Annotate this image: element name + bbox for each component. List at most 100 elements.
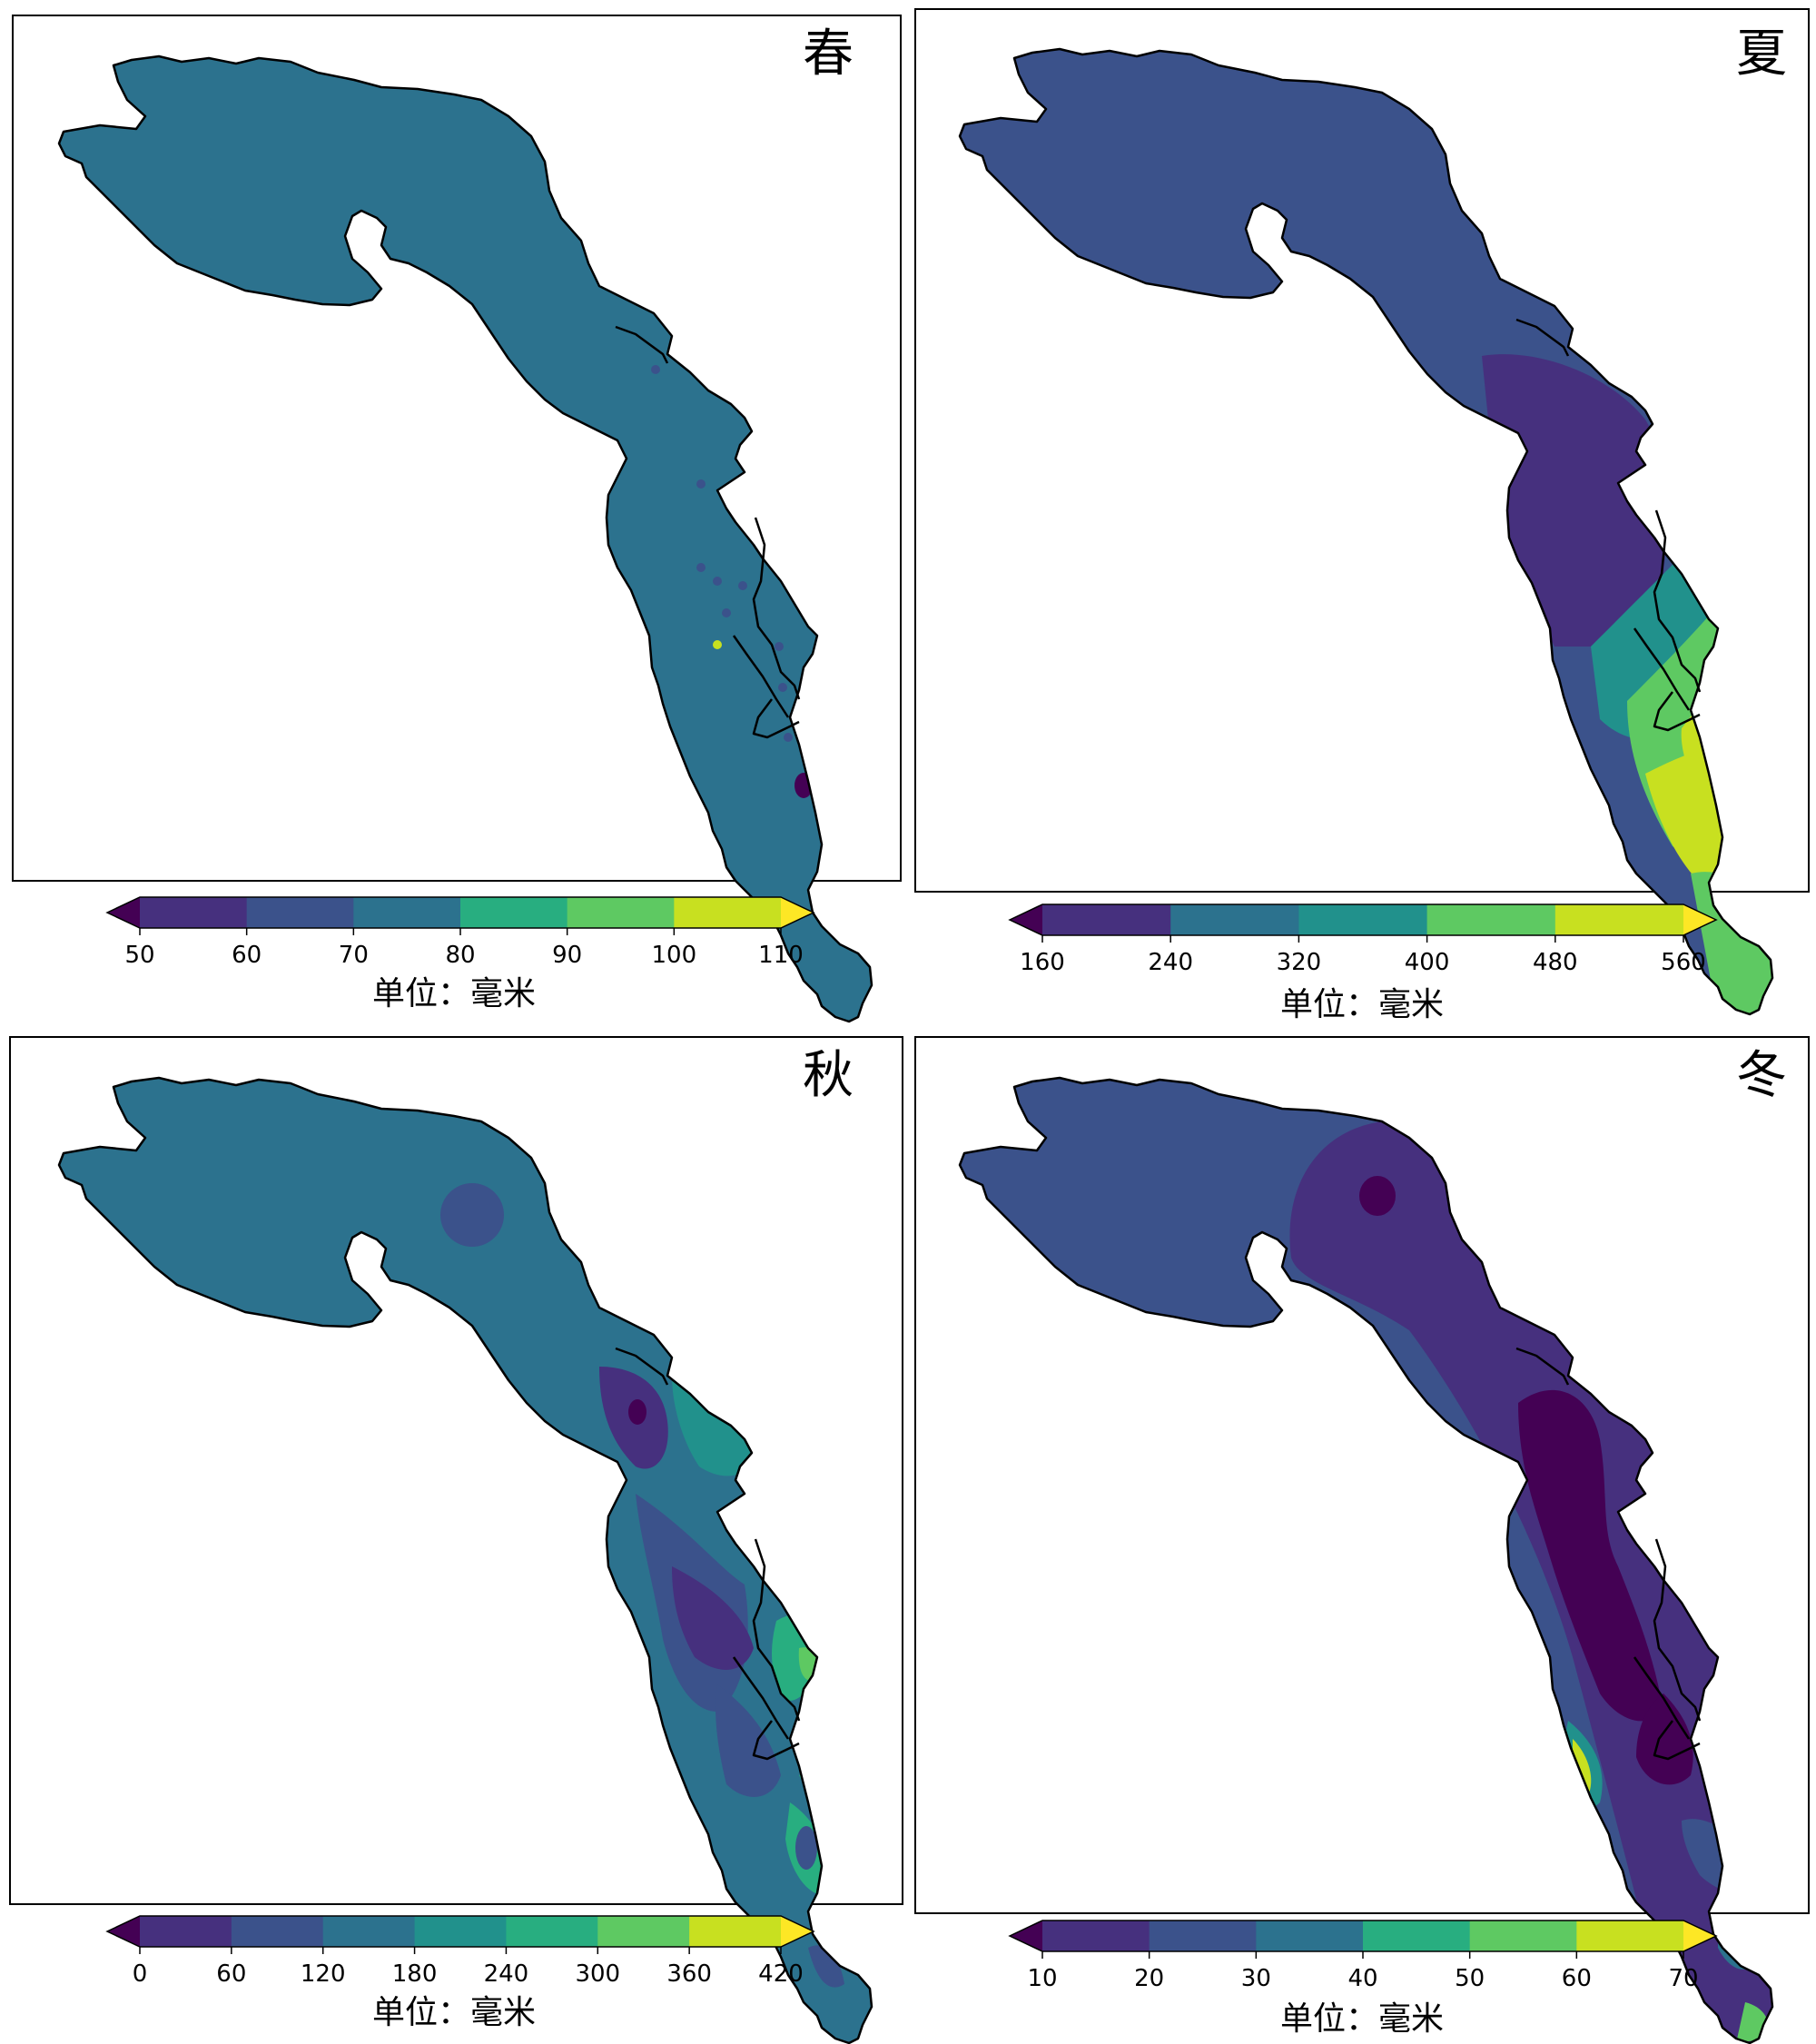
colorbar-spring: 50 60 70 80 90 100 110 [105, 896, 815, 969]
colorbar-segment [353, 897, 461, 928]
colorbar-tick-label: 160 [1020, 949, 1065, 976]
colorbar-under-cap [1010, 904, 1042, 935]
colorbar-segment [567, 897, 675, 928]
colorbar-over-cap [1683, 1921, 1716, 1951]
panel-spring: 春 50 60 70 80 90 100 110 单位：毫米 [0, 0, 908, 1023]
colorbar-segment [1256, 1921, 1364, 1951]
colorbar-tick-label: 70 [1668, 1965, 1698, 1992]
contour-band [808, 1945, 844, 1988]
map-winter: 冬 10 20 30 40 50 60 70 单位：毫米 [914, 1036, 1810, 2044]
colorbar-autumn: 0 60 120 180 240 300 360 420 [105, 1915, 815, 1988]
colorbar-summer: 160 240 320 400 480 560 [1008, 904, 1718, 976]
colorbar-segment [1149, 1921, 1257, 1951]
colorbar-segment [1042, 1921, 1150, 1951]
map-summer: 夏 160 240 320 400 480 560 单位：毫米 [914, 8, 1810, 1023]
contour-spot [784, 733, 793, 742]
sub-basin-borders-spring [615, 325, 801, 739]
colorbar-tick-label: 0 [133, 1960, 148, 1988]
colorbar-tick-label: 80 [445, 942, 475, 969]
colorbar-segment [140, 1916, 232, 1947]
panel-autumn: 秋 0 60 120 180 240 300 360 420 单位：毫米 [0, 1022, 908, 2044]
season-title-summer: 夏 [1736, 25, 1787, 84]
colorbar-tick-label: 320 [1277, 949, 1322, 976]
colorbar-tick-label: 400 [1405, 949, 1450, 976]
contour-spot [775, 642, 784, 651]
contour-band [1482, 354, 1667, 647]
contour-spot [440, 1183, 504, 1247]
contour-band [1359, 1176, 1396, 1216]
colorbar-tick-label: 50 [1455, 1965, 1485, 1992]
colorbar-over-cap [781, 1916, 814, 1947]
contour-band [1691, 872, 1772, 1014]
colorbar-tick-label: 110 [758, 942, 804, 969]
contour-band [795, 1826, 817, 1870]
colorbar-tick-label: 70 [339, 942, 369, 969]
sub-basin-borders-summer [1515, 318, 1702, 732]
colorbar-segment [1426, 904, 1556, 935]
unit-label-summer: 单位：毫米 [1280, 986, 1444, 1023]
colorbar-tick-label: 100 [652, 942, 697, 969]
unit-label-spring: 单位：毫米 [372, 975, 536, 1012]
colorbar-tick-label: 180 [392, 1960, 438, 1988]
contour-spot [722, 608, 731, 617]
colorbar-over-cap [1683, 904, 1716, 935]
colorbar-segment [246, 897, 354, 928]
colorbar-tick-label: 560 [1661, 949, 1706, 976]
season-title-winter: 冬 [1736, 1046, 1787, 1105]
colorbar-tick-label: 420 [758, 1960, 804, 1988]
colorbar-tick-label: 50 [124, 942, 154, 969]
contour-spot [738, 581, 747, 590]
colorbar-over-cap [781, 897, 814, 928]
panel-winter: 冬 10 20 30 40 50 60 70 单位：毫米 [908, 1022, 1816, 2044]
colorbar-tick-label: 60 [1562, 1965, 1592, 1992]
map-spring: 春 50 60 70 80 90 100 110 单位：毫米 [12, 15, 902, 1023]
colorbar-tick-label: 10 [1027, 1965, 1057, 1992]
colorbar-segment [674, 897, 782, 928]
contour-band [1289, 1121, 1772, 2043]
colorbar-tick-label: 90 [552, 942, 582, 969]
colorbar-tick-label: 40 [1347, 1965, 1377, 1992]
contour-band [672, 1376, 763, 1476]
colorbar-tick-label: 300 [575, 1960, 620, 1988]
colorbar-segment [1298, 904, 1428, 935]
colorbar-segment [1554, 904, 1684, 935]
season-title-autumn: 秋 [803, 1046, 854, 1105]
contour-band [1518, 1389, 1663, 1722]
colorbar-segment [597, 1916, 690, 1947]
colorbar-tick-label: 20 [1134, 1965, 1164, 1992]
colorbar-tick-label: 120 [301, 1960, 346, 1988]
colorbar-tick-label: 60 [216, 1960, 246, 1988]
colorbar-segment [140, 897, 248, 928]
colorbar-winter: 10 20 30 40 50 60 70 [1008, 1920, 1718, 1992]
contour-spot [713, 640, 722, 649]
sub-basin-borders-autumn [615, 1347, 801, 1761]
contour-band [716, 1684, 781, 1797]
colorbar-segment [1363, 1921, 1471, 1951]
colorbar-segment [460, 897, 568, 928]
contour-spot [651, 365, 660, 374]
colorbar-segment [1469, 1921, 1577, 1951]
colorbar-segment [414, 1916, 507, 1947]
sub-basin-borders-winter [1515, 1347, 1702, 1761]
colorbar-segment [322, 1916, 416, 1947]
colorbar-segment [506, 1916, 598, 1947]
colorbar-segment [1170, 904, 1299, 935]
colorbar-tick-label: 240 [484, 1960, 529, 1988]
colorbar-tick-label: 60 [232, 942, 262, 969]
colorbar-tick-label: 240 [1148, 949, 1193, 976]
colorbar-segment [231, 1916, 324, 1947]
contour-band [1636, 1693, 1693, 1785]
contour-spot [696, 479, 706, 489]
contour-spot [778, 683, 787, 692]
colorbar-segment [1042, 904, 1171, 935]
colorbar-under-cap [107, 1916, 140, 1947]
colorbar-tick-label: 30 [1241, 1965, 1271, 1992]
contour-band [672, 1566, 754, 1670]
colorbar-segment [689, 1916, 782, 1947]
season-title-spring: 春 [803, 25, 854, 84]
contour-spot [696, 563, 706, 572]
colorbar-tick-label: 360 [666, 1960, 712, 1988]
colorbar-under-cap [107, 897, 140, 928]
unit-label-winter: 单位：毫米 [1280, 2000, 1444, 2038]
unit-label-autumn: 单位：毫米 [372, 1994, 536, 2031]
